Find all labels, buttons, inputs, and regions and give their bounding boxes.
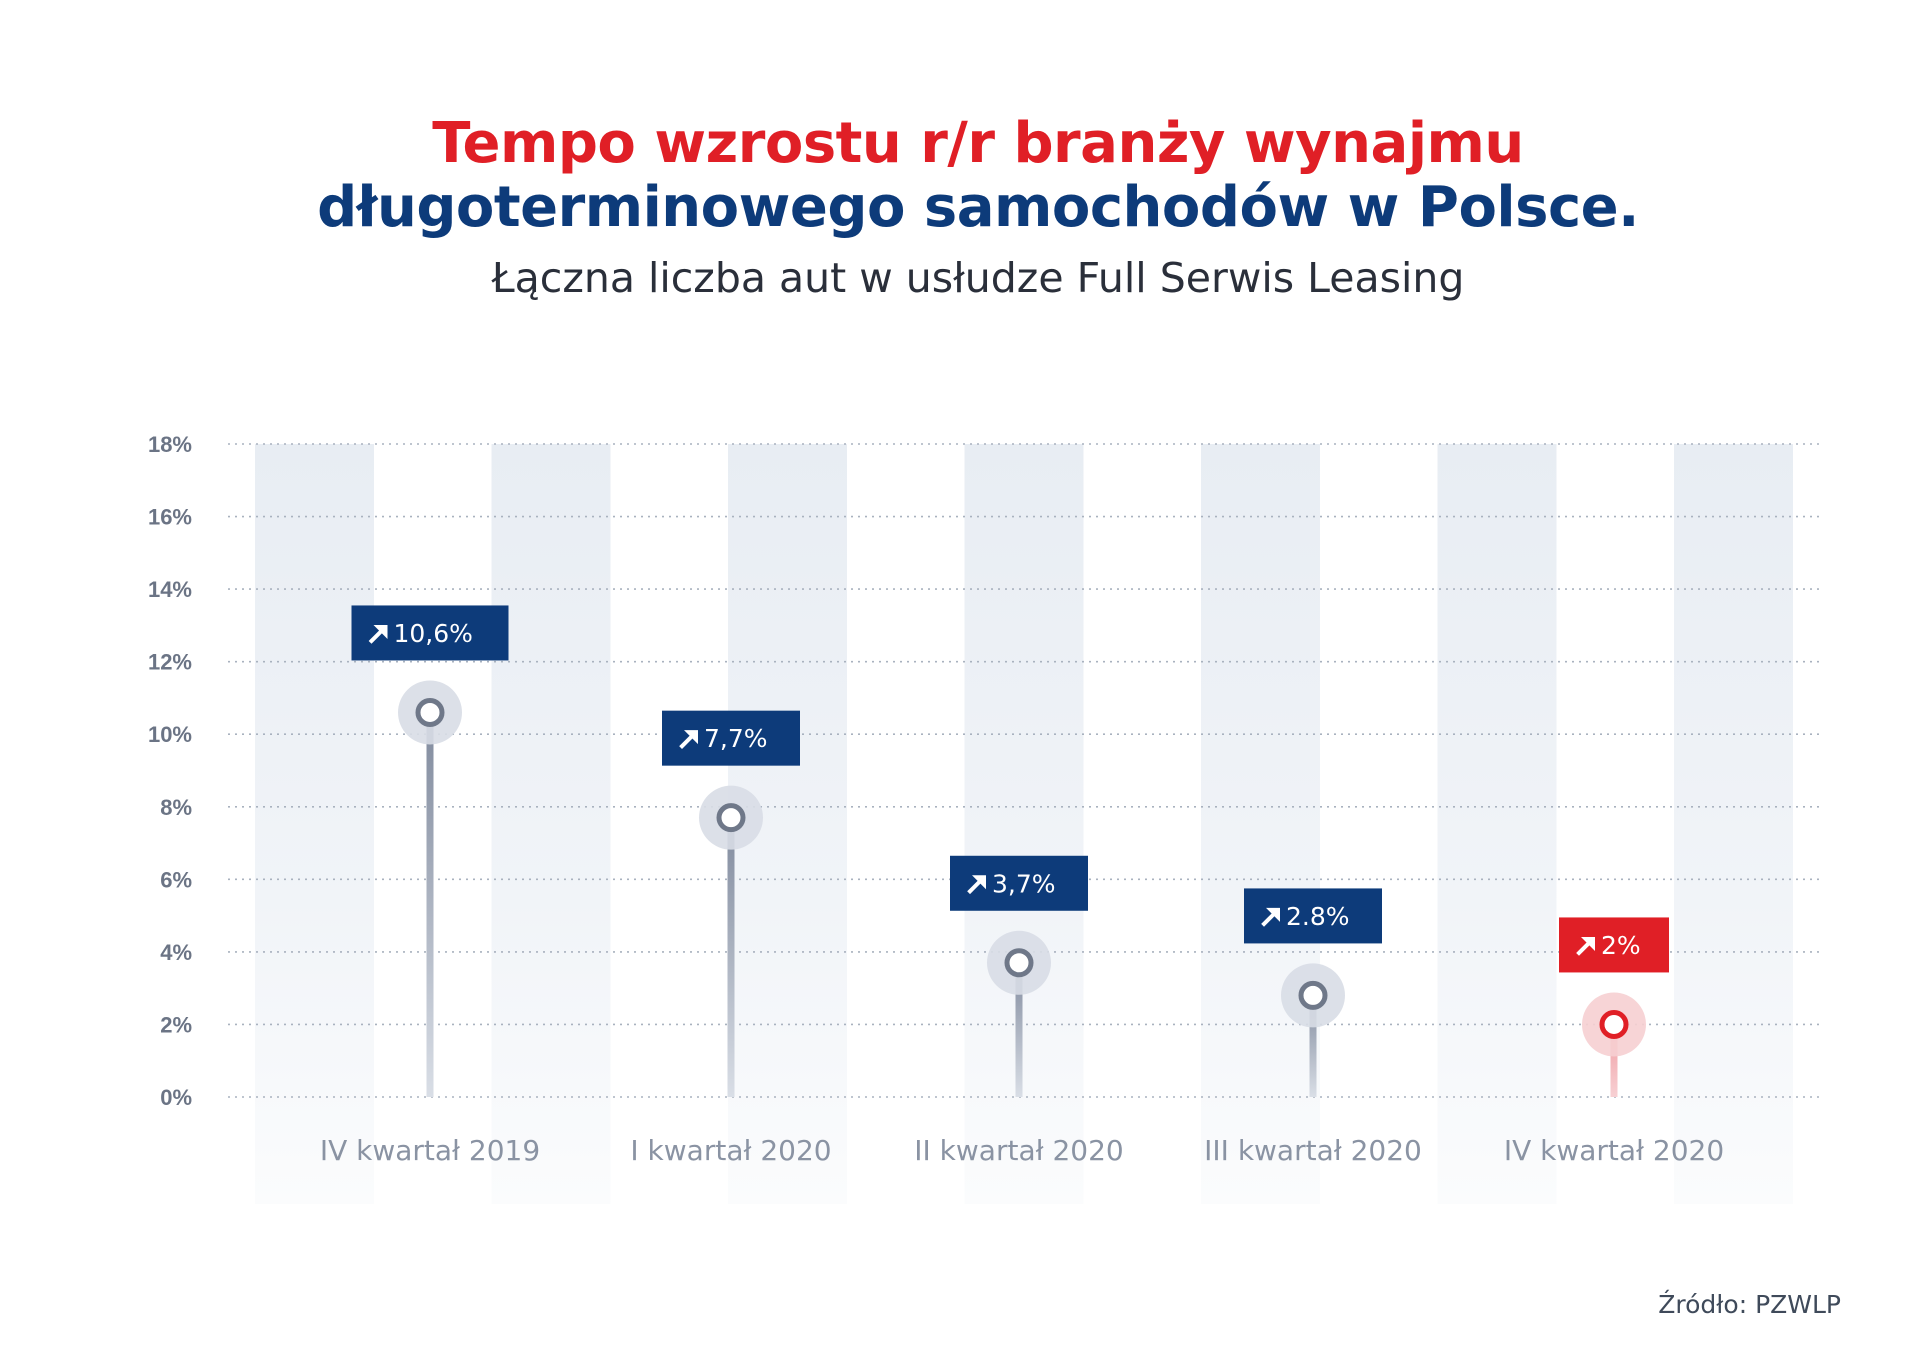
data-label: 3,7%: [992, 869, 1056, 898]
background-bands: [255, 444, 1793, 1204]
y-tick-label: 14%: [148, 577, 192, 602]
arrow-up-right-icon-head: [1581, 936, 1595, 951]
chart-title-line-2: długoterminowego samochodów w Polsce.: [317, 175, 1639, 240]
y-tick-label: 16%: [148, 505, 192, 530]
data-label-box: [662, 710, 800, 766]
y-tick-label: 10%: [148, 722, 192, 747]
x-tick-label: IV kwartał 2019: [320, 1134, 540, 1167]
background-band: [491, 444, 611, 1204]
data-stem: [727, 817, 735, 1097]
data-point: [1599, 1009, 1629, 1039]
background-band: [964, 444, 1084, 1204]
y-tick-label: 2%: [160, 1012, 192, 1037]
data-label: 2%: [1601, 931, 1641, 960]
data-point: [415, 697, 445, 727]
data-label: 10,6%: [394, 619, 473, 648]
source-note: Źródło: PZWLP: [1658, 1290, 1841, 1319]
background-band: [1201, 444, 1320, 1204]
data-stem: [1610, 1024, 1618, 1097]
arrow-up-right-icon-head: [373, 624, 388, 639]
chart-subtitle: Łączna liczba aut w usłudze Full Serwis …: [491, 254, 1465, 302]
data-label-box: [1559, 917, 1669, 973]
chart-title-line-1: Tempo wzrostu r/r branży wynajmu: [432, 111, 1524, 176]
data-point: [1004, 948, 1034, 978]
background-band: [1437, 444, 1557, 1204]
x-tick-label: I kwartał 2020: [630, 1134, 831, 1167]
arrow-up-right-icon-head: [1266, 907, 1280, 922]
x-tick-label: II kwartał 2020: [914, 1134, 1123, 1167]
data-stem: [1309, 995, 1317, 1097]
data-label-box: [1244, 888, 1382, 944]
background-band: [1674, 444, 1793, 1204]
data-label-box: [950, 855, 1088, 911]
x-tick-label: IV kwartał 2020: [1504, 1134, 1724, 1167]
background-band: [255, 444, 374, 1204]
x-axis-labels: IV kwartał 2019 I kwartał 2020 II kwartał …: [320, 1134, 1724, 1167]
data-label: 2.8%: [1286, 902, 1350, 931]
data-stem: [426, 712, 434, 1097]
y-tick-label: 4%: [160, 940, 192, 965]
y-tick-label: 6%: [160, 867, 192, 892]
data-stem: [1015, 962, 1023, 1097]
data-point: [716, 803, 746, 833]
y-tick-label: 12%: [148, 650, 192, 675]
arrow-up-right-icon-head: [684, 730, 698, 745]
y-tick-label: 18%: [148, 432, 192, 457]
data-label: 7,7%: [704, 724, 768, 753]
y-tick-label: 0%: [160, 1085, 192, 1110]
data-point: [1298, 980, 1328, 1010]
x-tick-label: III kwartał 2020: [1204, 1134, 1422, 1167]
title-block: Tempo wzrostu r/r branży wynajmu długote…: [0, 111, 1920, 303]
y-axis-ticks: 0% 2% 4% 6% 8% 10% 12% 14% 16% 18%: [148, 432, 192, 1110]
y-tick-label: 8%: [160, 795, 192, 820]
arrow-up-right-icon-head: [972, 875, 986, 890]
data-marks: 10,6% 7,7% 3,7% 2.8% 2%: [351, 605, 1669, 1097]
